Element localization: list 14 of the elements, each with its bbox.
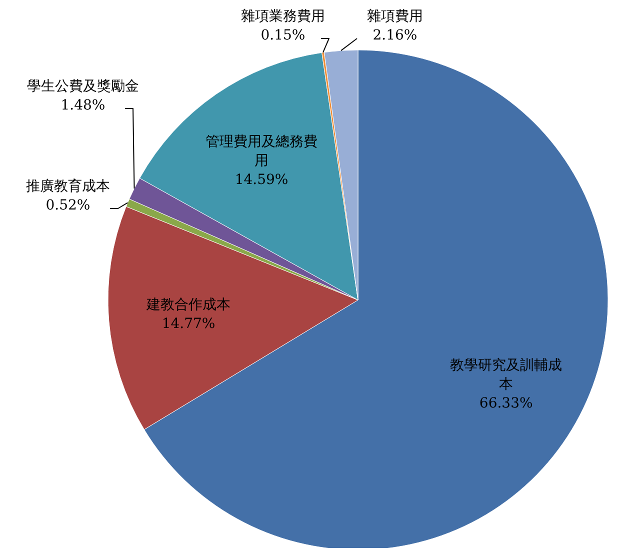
data-label: 2.16% — [372, 28, 418, 44]
slice-label: 教學研究及訓輔成本 — [450, 357, 562, 392]
data-label: 0.52% — [46, 198, 90, 214]
data-label: 66.33% — [479, 395, 533, 412]
slice-label: 雜項費用 — [367, 8, 423, 24]
slice-label: 雜項業務費用 — [241, 8, 325, 24]
slice-label: 管理費用及總務費用 — [206, 134, 318, 170]
data-label: 1.48% — [60, 98, 106, 114]
slice-label: 推廣教育成本 — [26, 178, 110, 194]
data-label: 0.15% — [260, 28, 306, 44]
data-label: 14.77% — [162, 316, 216, 332]
slice-label: 建教合作成本 — [146, 297, 231, 314]
data-label: 14.59% — [234, 172, 288, 188]
slice-label: 學生公費及獎勵金 — [27, 78, 139, 94]
